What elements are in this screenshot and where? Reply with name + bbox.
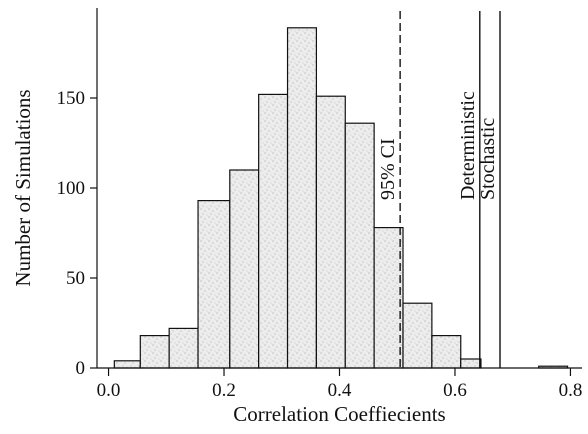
- histogram-bar-12: [460, 358, 482, 369]
- histogram-bar-4: [229, 169, 260, 369]
- histogram-bar-0: [113, 360, 141, 369]
- histogram-bar-6: [286, 27, 318, 369]
- histogram-bar-9: [373, 227, 404, 369]
- reference-label-2: Stochastic: [477, 118, 499, 200]
- histogram-bar-7: [315, 95, 346, 369]
- y-tick-label-2: 100: [57, 178, 86, 199]
- x-tick-label-2: 0.4: [328, 380, 352, 401]
- x-tick-label-1: 0.2: [212, 380, 236, 401]
- x-tick-label-0: 0.0: [97, 380, 121, 401]
- reference-label-1: Deterministic: [457, 91, 479, 200]
- histogram-bar-11: [431, 335, 462, 369]
- reference-label-0: 95% CI: [377, 138, 399, 200]
- y-axis-ticks: 0 50 100 150: [57, 88, 97, 379]
- y-axis-title: Number of Simulations: [11, 89, 35, 286]
- histogram-bar-10: [402, 302, 433, 369]
- histogram-bar-2: [168, 327, 199, 369]
- x-tick-label-4: 0.8: [559, 380, 583, 401]
- histogram-bar-1: [139, 335, 170, 369]
- histogram-bar-5: [258, 93, 289, 369]
- y-tick-label-0: 0: [76, 358, 86, 379]
- x-tick-label-3: 0.6: [443, 380, 467, 401]
- histogram-bar-3: [197, 200, 231, 369]
- histogram-bar-8: [344, 122, 375, 369]
- x-axis-ticks: 0.0 0.2 0.4 0.6 0.8: [97, 368, 583, 401]
- y-tick-label-3: 150: [57, 88, 86, 109]
- x-axis-title: Correlation Coeffiecients: [233, 402, 445, 426]
- y-tick-label-1: 50: [66, 268, 85, 289]
